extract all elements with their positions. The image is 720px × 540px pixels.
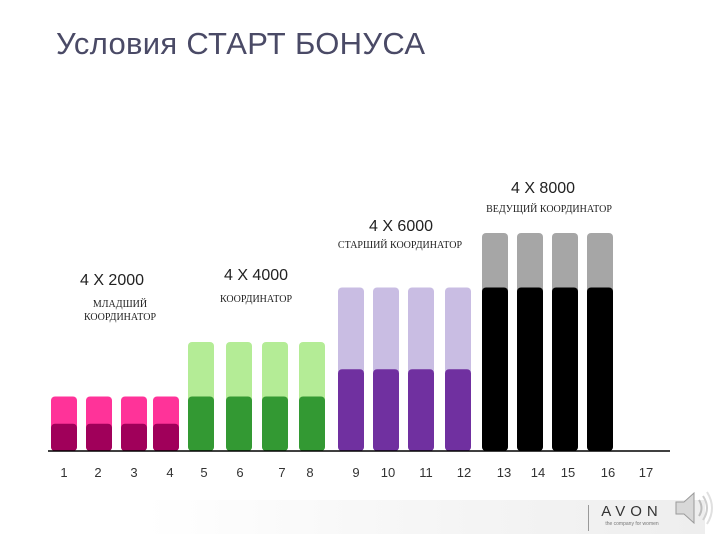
bar-chart: 4 X 2000 МЛАДШИЙ КООРДИНАТОР 4 X 4000 КООРДИ…: [48, 180, 670, 480]
x-tick-label-8: 8: [306, 465, 313, 480]
x-tick-label-10: 10: [381, 465, 395, 480]
group-sublabel-3-1: СТАРШИЙ КООРДИНАТОР: [338, 239, 463, 251]
bar-base-5: [188, 396, 214, 451]
x-tick-label-12: 12: [457, 465, 471, 480]
x-tick-label-4: 4: [166, 465, 173, 480]
bar-base-10: [373, 369, 399, 451]
avon-logo: AVON the company for women: [596, 503, 668, 527]
group-label-2: 4 X 4000: [224, 267, 288, 284]
logo-word: AVON: [601, 503, 663, 520]
group-sublabel-1-1: МЛАДШИЙ: [93, 298, 147, 310]
group-sublabel-4-1: ВЕДУЩИЙ КООРДИНАТОР: [486, 203, 612, 215]
bars-layer: [51, 233, 613, 451]
x-tick-label-9: 9: [352, 465, 359, 480]
bar-base-13: [482, 287, 508, 451]
x-tick-label-1: 1: [60, 465, 67, 480]
bar-base-1: [51, 423, 77, 451]
group-labels-layer: 4 X 2000 МЛАДШИЙ КООРДИНАТОР 4 X 4000 КООРДИ…: [80, 180, 612, 323]
x-tick-label-14: 14: [531, 465, 545, 480]
bar-base-11: [408, 369, 434, 451]
bar-base-7: [262, 396, 288, 451]
bar-base-2: [86, 423, 112, 451]
footer-band: [145, 500, 705, 534]
bar-base-12: [445, 369, 471, 451]
bar-base-15: [552, 287, 578, 451]
x-tick-label-5: 5: [200, 465, 207, 480]
x-tick-label-2: 2: [94, 465, 101, 480]
x-tick-label-6: 6: [236, 465, 243, 480]
bar-base-3: [121, 423, 147, 451]
x-tick-label-17: 17: [639, 465, 653, 480]
x-tick-label-11: 11: [419, 465, 433, 480]
page-title: Условия СТАРТ БОНУСА: [56, 26, 426, 61]
group-label-3: 4 X 6000: [369, 218, 433, 235]
group-label-4: 4 X 8000: [511, 180, 575, 197]
group-sublabel-2-1: КООРДИНАТОР: [220, 294, 292, 305]
x-tick-label-16: 16: [601, 465, 615, 480]
group-label-1: 4 X 2000: [80, 272, 144, 289]
bar-base-9: [338, 369, 364, 451]
bar-base-14: [517, 287, 543, 451]
x-tick-label-7: 7: [278, 465, 285, 480]
logo-tagline: the company for women: [605, 521, 659, 527]
x-tick-label-13: 13: [497, 465, 511, 480]
x-tick-label-15: 15: [561, 465, 575, 480]
speaker-icon[interactable]: [662, 480, 718, 536]
bar-base-8: [299, 396, 325, 451]
logo-separator: [588, 505, 589, 531]
bar-base-4: [153, 423, 179, 451]
bar-base-6: [226, 396, 252, 451]
x-tick-labels-layer: 1 2 3 4 5 6 7 8 9 10 11 12 13 14 15 16 17: [60, 465, 653, 480]
bar-base-16: [587, 287, 613, 451]
x-tick-label-3: 3: [130, 465, 137, 480]
group-sublabel-1-2: КООРДИНАТОР: [84, 312, 156, 323]
